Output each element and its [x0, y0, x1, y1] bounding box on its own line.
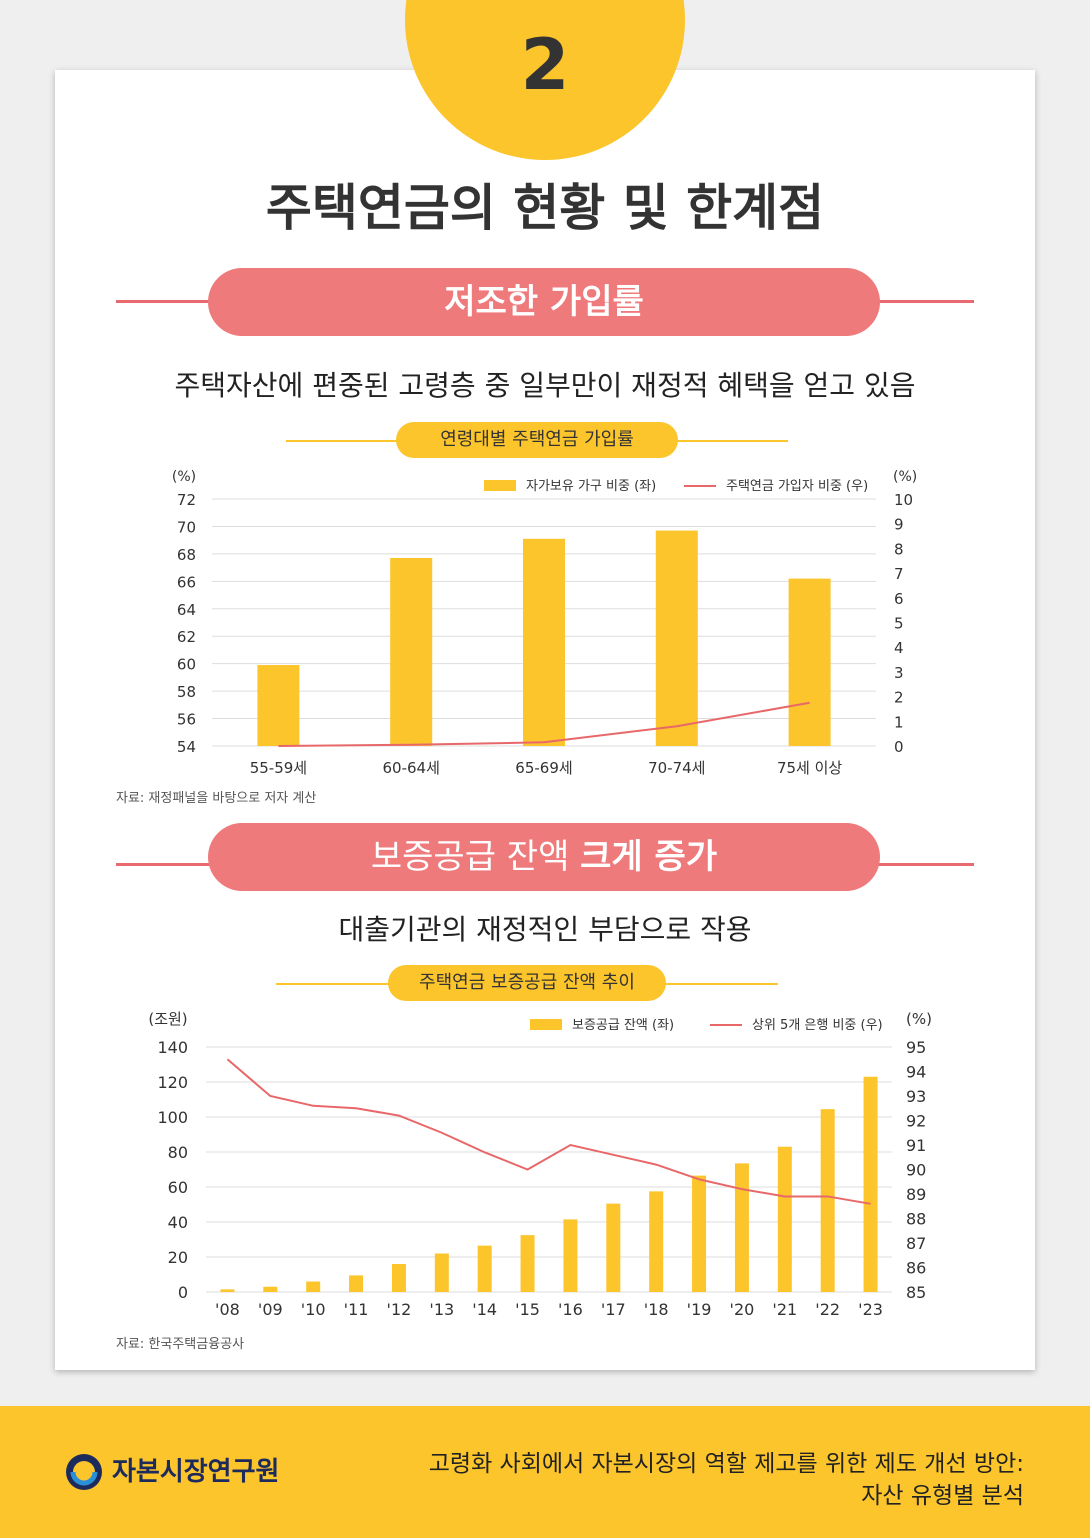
section1-header: 저조한 가입률: [208, 268, 880, 336]
section2-subtitle: 대출기관의 재정적인 부담으로 작용: [338, 913, 752, 946]
section2-header-label-bold: 크게 증가: [580, 837, 718, 877]
chart2-title: 주택연금 보증공급 잔액 추이: [388, 965, 666, 1001]
section2-header: 보증공급 잔액 크게 증가: [208, 823, 880, 891]
kcmi-logo-icon: [66, 1454, 102, 1490]
section1-header-label: 저조한 가입률: [444, 282, 644, 322]
footer-report-title: 고령화 사회에서 자본시장의 역할 제고를 위한 제도 개선 방안:: [428, 1451, 1024, 1477]
section2-header-label-light: 보증공급 잔액: [370, 837, 581, 877]
logo-text: 자본시장연구원: [112, 1457, 280, 1487]
footer-report-subtitle: 자산 유형별 분석: [861, 1483, 1024, 1509]
badge-number: 2: [520, 24, 570, 106]
page-title: 주택연금의 현황 및 한계점: [265, 179, 825, 237]
chart2-source: 자료: 한국주택금융공사: [116, 1337, 245, 1352]
chart1-source: 자료: 재정패널을 바탕으로 저자 계산: [116, 791, 317, 806]
content-card: [55, 70, 1035, 1370]
footer-bar: [0, 1406, 1090, 1538]
chart1-title: 연령대별 주택연금 가입률: [396, 422, 678, 458]
section1-subtitle: 주택자산에 편중된 고령층 중 일부만이 재정적 혜택을 얻고 있음: [174, 369, 916, 402]
